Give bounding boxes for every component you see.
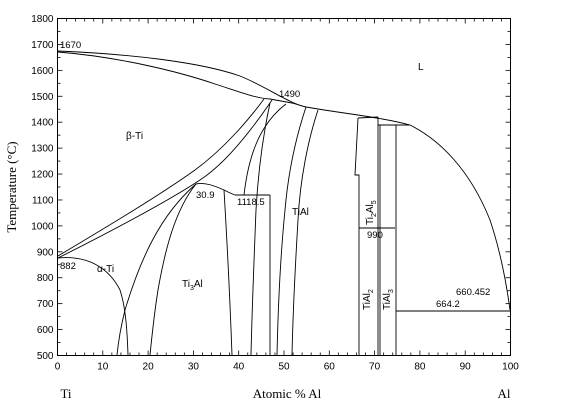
- y-tick-label: 1500: [31, 92, 54, 103]
- x-tick-label: 30: [188, 362, 200, 373]
- y-tick-label: 1700: [31, 40, 54, 51]
- ti2al5-label: Ti2Al5: [365, 200, 378, 225]
- tial3-eutectic-temp: 664.2: [436, 299, 460, 310]
- ti-melting-temp: 1670: [60, 40, 81, 51]
- y-tick-label: 1600: [31, 66, 54, 77]
- al-melting-temp: 660.452: [456, 287, 490, 298]
- ti2al5-box-left: [354, 117, 360, 355]
- tial-right-inner: [291, 109, 319, 356]
- tial-left-boundary: [250, 102, 271, 356]
- y-tick-label: 800: [37, 273, 54, 284]
- beta-transus-lower: [57, 99, 273, 259]
- tial-right-boundary: [276, 106, 307, 356]
- y-tick-label: 900: [37, 247, 54, 258]
- ti2al5-decomposition-temp: 990: [367, 230, 383, 241]
- tial-label: TiAl: [292, 207, 309, 218]
- y-tick-label: 700: [37, 299, 54, 310]
- y-tick-label: 1400: [31, 118, 54, 129]
- x-tick-label: 70: [369, 362, 381, 373]
- peritectic-temp: 1490: [279, 89, 300, 100]
- beta-transus-upper: [57, 98, 265, 257]
- x-axis-title: Atomic % Al: [253, 386, 322, 401]
- x-tick-label: 40: [233, 362, 245, 373]
- y-tick-label: 1200: [31, 170, 54, 181]
- y-tick-label: 1300: [31, 144, 54, 155]
- x-tick-label: 10: [97, 362, 109, 373]
- x-tick-label: 80: [414, 362, 426, 373]
- y-tick-label: 1800: [31, 14, 54, 25]
- beta-solidus-upper: [269, 98, 307, 108]
- eutectoid-temp: 1118.5: [237, 197, 265, 208]
- x-tick-label: 60: [324, 362, 336, 373]
- ti3al-label: Ti3Al: [182, 279, 203, 292]
- ti2al5-top: [357, 116, 379, 119]
- y-tick-label: 1000: [31, 221, 54, 232]
- x-axis-right-element: Al: [498, 386, 511, 401]
- tial2-label: TiAl2: [362, 289, 375, 310]
- alpha2-left-boundary: [116, 183, 197, 356]
- y-tick-label: 500: [37, 351, 54, 362]
- alpha-beta-transition-temp: 882: [60, 261, 76, 272]
- tial3-label: TiAl3: [382, 289, 395, 310]
- congruent-point-label: 30.9: [196, 190, 215, 201]
- x-tick-label: 50: [278, 362, 290, 373]
- alpha2-right-boundary: [223, 189, 233, 356]
- beta-ti-label: β-Ti: [126, 131, 143, 142]
- x-axis-left-element: Ti: [60, 386, 71, 401]
- x-tick-label: 90: [460, 362, 472, 373]
- x-tick-label: 0: [55, 362, 61, 373]
- x-tick-label: 100: [502, 362, 519, 373]
- y-tick-label: 600: [37, 325, 54, 336]
- y-axis-tick-labels: 500 600 700 800 900 1000 1100 1200 1300 1400 1500 1…: [31, 14, 54, 362]
- y-tick-label: 1100: [32, 195, 54, 206]
- liquidus-curve: [57, 50, 511, 311]
- phase-boundaries: [57, 50, 511, 356]
- tial-left-upper: [243, 103, 287, 196]
- alpha-alpha2-boundary: [149, 183, 197, 356]
- axis-ticks: [57, 18, 511, 356]
- x-tick-label: 20: [143, 362, 155, 373]
- beta-solidus-curve: [57, 51, 271, 100]
- x-axis-tick-labels: 0 10 20 30 40 50 60 70 80 90 100: [55, 362, 520, 373]
- alpha-solvus: [57, 257, 129, 356]
- alpha-ti-label: α-Ti: [97, 264, 114, 275]
- y-axis-title: Temperature (°C): [4, 141, 19, 232]
- liquid-label: L: [418, 62, 424, 73]
